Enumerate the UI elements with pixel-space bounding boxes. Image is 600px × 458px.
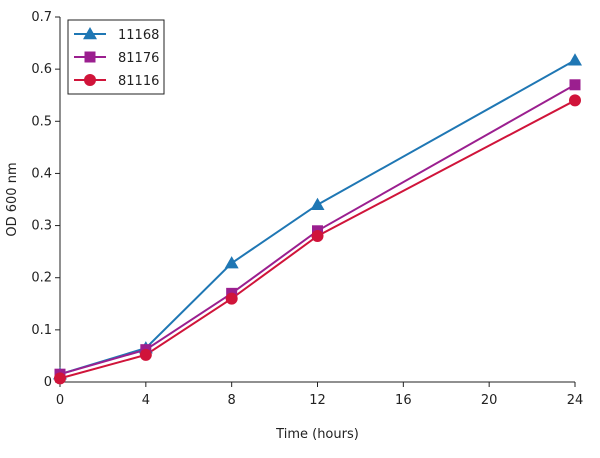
axes: 0 0.1 0.2 0.3 0.4 0.5 0.6 0.7 0 4 8 12 16 20 24 (31, 10, 583, 408)
data-point-81116 (225, 292, 238, 305)
data-point-81176 (569, 79, 581, 91)
legend-marker (84, 74, 96, 86)
x-tick-label: 20 (481, 393, 498, 408)
y-tick-label: 0.6 (31, 62, 52, 77)
legend-label: 11168 (118, 28, 159, 43)
legend-label: 81116 (118, 74, 159, 89)
y-tick-label: 0.1 (31, 323, 52, 338)
y-tick-label: 0.4 (31, 166, 52, 181)
x-tick-label: 4 (142, 393, 150, 408)
series-lines (59, 59, 576, 380)
y-tick-label: 0.3 (31, 219, 52, 234)
x-tick-label: 12 (309, 393, 326, 408)
x-tick-label: 24 (567, 393, 584, 408)
data-point-81116 (311, 230, 324, 242)
data-point-11168 (568, 53, 582, 66)
x-axis-title: Time (hours) (275, 427, 359, 442)
legend-box (67, 19, 165, 95)
data-point-11168 (224, 256, 239, 269)
y-tick-label: 0.2 (31, 271, 52, 286)
series-line-11168 (59, 59, 576, 376)
legend: 11168 81176 81116 (67, 19, 165, 95)
x-tick-label: 8 (228, 393, 236, 408)
series-markers (53, 53, 582, 385)
x-tick-label: 0 (56, 393, 64, 408)
legend-marker (84, 51, 96, 63)
data-point-11168 (310, 197, 325, 210)
y-tick-label: 0.7 (31, 10, 52, 25)
legend-marker (83, 27, 97, 40)
data-point-81116 (54, 372, 66, 385)
legend-label: 81176 (118, 51, 159, 66)
data-point-81116 (139, 348, 152, 361)
x-tick-label: 16 (395, 393, 412, 408)
y-axis-title: OD 600 nm (5, 162, 20, 236)
y-tick-label: 0 (44, 375, 52, 390)
data-point-81116 (569, 94, 581, 107)
y-tick-label: 0.5 (31, 114, 52, 129)
